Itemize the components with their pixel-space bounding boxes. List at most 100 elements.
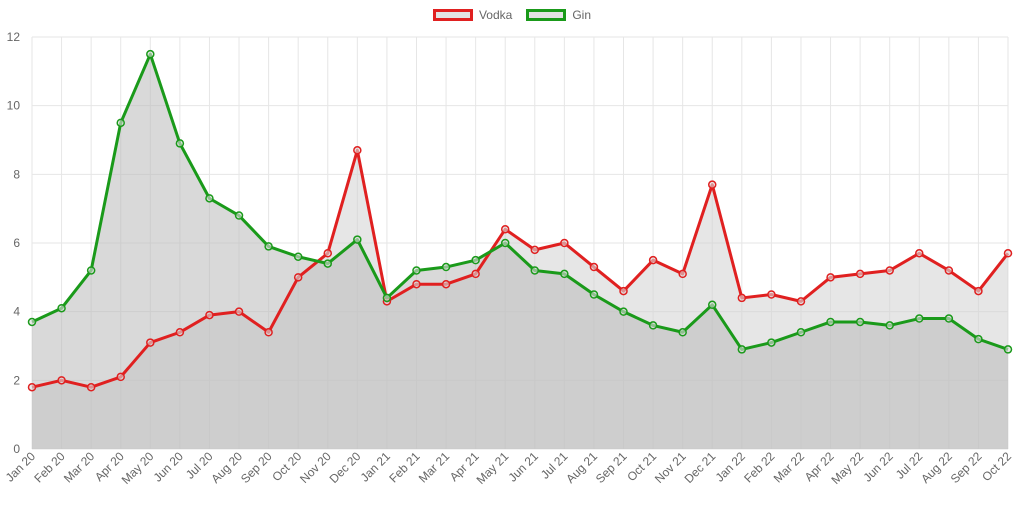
x-tick-label: Feb 21 <box>386 449 423 486</box>
legend: Vodka Gin <box>0 8 1024 22</box>
data-point-gin[interactable] <box>767 338 776 347</box>
data-point-vodka[interactable] <box>264 328 273 337</box>
x-tick-label: Sep 22 <box>948 449 985 486</box>
data-point-vodka[interactable] <box>353 146 362 155</box>
legend-swatch-gin <box>526 9 567 21</box>
data-point-vodka[interactable] <box>57 376 66 385</box>
x-tick-label: Jun 22 <box>860 449 896 485</box>
data-point-vodka[interactable] <box>619 286 628 296</box>
data-point-gin[interactable] <box>855 317 865 327</box>
data-point-gin[interactable] <box>678 328 687 337</box>
series-line-gin <box>31 52 1009 351</box>
x-tick-label: Jan 20 <box>3 449 39 485</box>
x-tick-label: Aug 22 <box>918 449 955 486</box>
legend-label-gin: Gin <box>572 8 592 22</box>
data-point-vodka[interactable] <box>678 269 687 279</box>
x-tick-label: Mar 22 <box>771 449 808 486</box>
data-point-vodka[interactable] <box>234 307 244 316</box>
data-point-vodka[interactable] <box>471 269 480 279</box>
data-point-vodka[interactable] <box>915 249 924 258</box>
data-point-vodka[interactable] <box>560 238 569 248</box>
data-point-vodka[interactable] <box>412 279 421 289</box>
data-point-vodka[interactable] <box>767 290 776 299</box>
data-point-vodka[interactable] <box>530 245 540 255</box>
data-point-gin[interactable] <box>146 49 155 59</box>
data-point-gin[interactable] <box>737 345 747 354</box>
data-point-vodka[interactable] <box>86 382 96 392</box>
data-point-vodka[interactable] <box>796 297 806 306</box>
data-point-gin[interactable] <box>264 242 273 251</box>
data-point-vodka[interactable] <box>500 225 510 234</box>
data-point-gin[interactable] <box>915 314 924 323</box>
data-point-gin[interactable] <box>441 262 451 272</box>
data-point-vodka[interactable] <box>1003 249 1013 258</box>
legend-item-vodka[interactable]: Vodka <box>432 8 513 22</box>
data-point-gin[interactable] <box>648 321 658 330</box>
data-point-gin[interactable] <box>382 293 392 303</box>
data-point-gin[interactable] <box>293 252 303 261</box>
x-tick-label: Nov 20 <box>297 449 334 486</box>
data-point-gin[interactable] <box>323 259 333 268</box>
x-tick-label: Aug 21 <box>563 449 600 486</box>
data-point-gin[interactable] <box>27 317 37 327</box>
data-point-vodka[interactable] <box>116 372 125 382</box>
x-tick-label: Feb 22 <box>741 449 778 486</box>
data-point-vodka[interactable] <box>205 310 214 320</box>
data-point-vodka[interactable] <box>737 293 747 303</box>
data-point-vodka[interactable] <box>648 255 658 265</box>
legend-swatch-vodka <box>432 9 473 21</box>
data-point-gin[interactable] <box>471 255 480 265</box>
data-point-gin[interactable] <box>116 118 125 128</box>
legend-label-vodka: Vodka <box>478 8 513 22</box>
data-point-gin[interactable] <box>205 194 214 203</box>
data-point-gin[interactable] <box>796 328 806 337</box>
data-point-gin[interactable] <box>57 303 66 313</box>
data-point-vodka[interactable] <box>146 338 155 347</box>
data-point-gin[interactable] <box>826 317 835 327</box>
data-point-gin[interactable] <box>353 235 362 244</box>
y-tick-label: 2 <box>13 373 20 387</box>
series-line-vodka <box>31 148 1010 389</box>
x-tick-label: May 22 <box>829 449 867 487</box>
data-point-gin[interactable] <box>944 314 954 323</box>
data-point-vodka[interactable] <box>855 269 865 279</box>
x-tick-label: Feb 20 <box>31 449 68 486</box>
data-point-gin[interactable] <box>530 266 540 275</box>
data-point-vodka[interactable] <box>707 180 717 189</box>
x-tick-label: Sep 20 <box>238 449 275 486</box>
data-point-gin[interactable] <box>560 269 569 279</box>
data-point-vodka[interactable] <box>944 266 954 275</box>
data-point-vodka[interactable] <box>441 279 451 289</box>
data-point-vodka[interactable] <box>885 266 894 275</box>
data-point-vodka[interactable] <box>175 328 185 337</box>
y-tick-label: 8 <box>13 167 20 181</box>
data-point-gin[interactable] <box>175 139 185 148</box>
y-tick-label: 12 <box>7 30 21 44</box>
x-tick-label: Mar 20 <box>61 449 98 486</box>
data-point-vodka[interactable] <box>323 249 333 258</box>
data-point-gin[interactable] <box>885 321 894 330</box>
data-point-vodka[interactable] <box>974 286 983 296</box>
data-point-vodka[interactable] <box>27 382 37 392</box>
data-point-gin[interactable] <box>707 300 717 310</box>
data-point-vodka[interactable] <box>293 273 303 282</box>
data-point-gin[interactable] <box>234 211 244 220</box>
data-point-gin[interactable] <box>412 266 421 275</box>
data-point-gin[interactable] <box>589 290 599 299</box>
y-tick-label: 6 <box>13 236 20 250</box>
x-tick-label: Jan 22 <box>713 449 749 485</box>
data-point-gin[interactable] <box>974 334 983 344</box>
data-point-gin[interactable] <box>500 238 510 248</box>
data-point-gin[interactable] <box>86 266 96 275</box>
data-point-vodka[interactable] <box>589 262 599 272</box>
data-point-vodka[interactable] <box>826 273 835 282</box>
x-tick-label: Nov 21 <box>652 449 689 486</box>
data-point-gin[interactable] <box>1003 345 1013 354</box>
x-tick-label: Oct 22 <box>979 449 1014 484</box>
series-area-gin <box>32 54 1008 450</box>
x-tick-label: Jan 21 <box>358 449 394 485</box>
data-point-gin[interactable] <box>619 307 628 316</box>
legend-item-gin[interactable]: Gin <box>526 8 591 22</box>
